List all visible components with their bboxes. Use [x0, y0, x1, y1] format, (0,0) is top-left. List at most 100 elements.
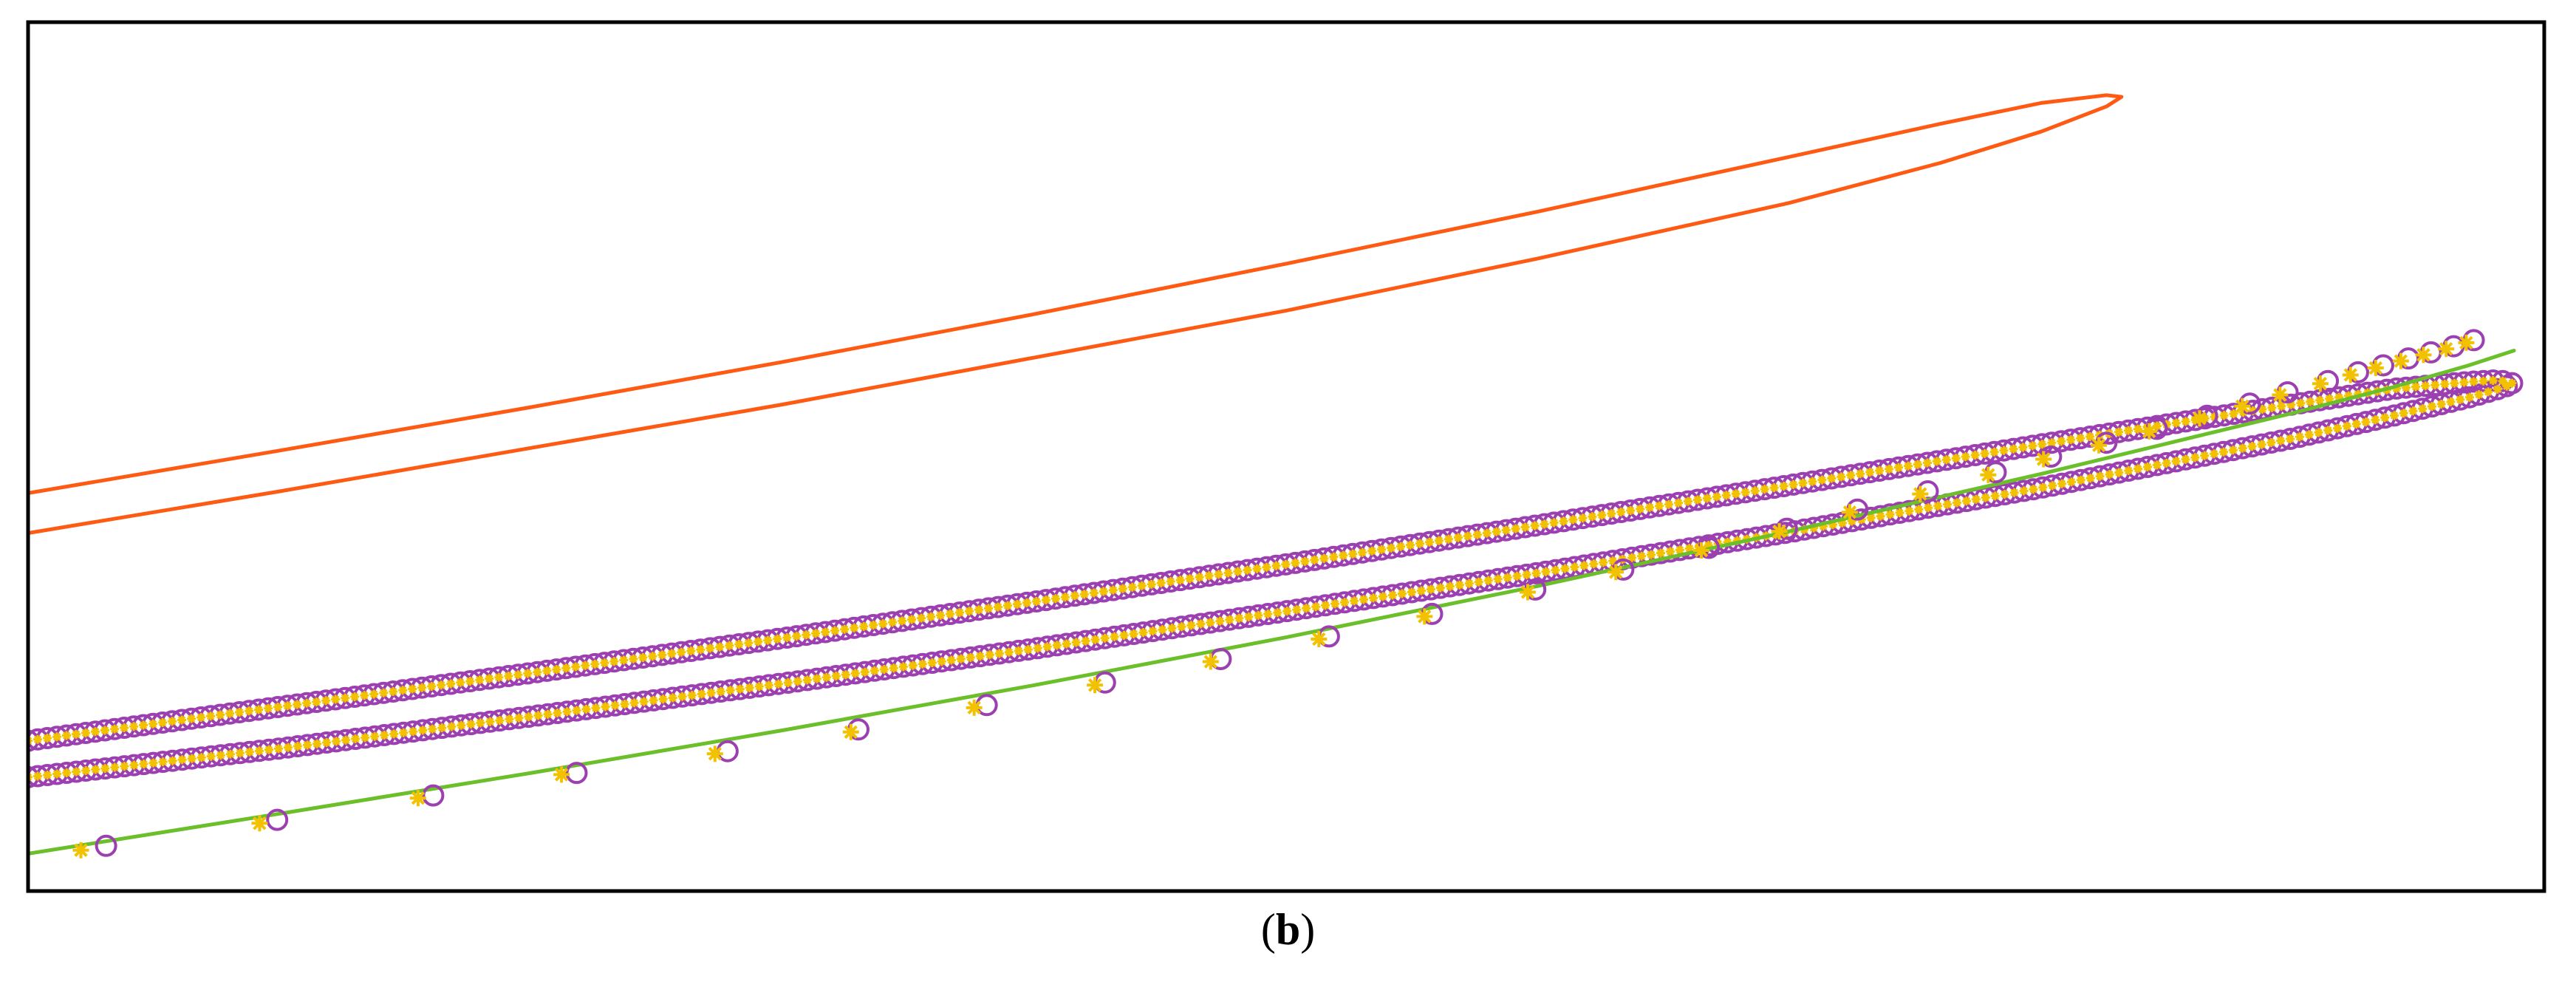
- dense-star-marker-50: [505, 714, 514, 724]
- dense-star-marker-277: [2344, 391, 2354, 400]
- dense-star-marker-326: [1875, 466, 1885, 475]
- star-marker-11: [1520, 584, 1536, 601]
- star-marker-9: [1311, 631, 1328, 647]
- plot-background: [28, 22, 2544, 891]
- dense-star-marker-210: [2038, 482, 2048, 492]
- dense-star-marker-212: [2057, 479, 2067, 488]
- dense-star-marker-429: [888, 618, 898, 627]
- dense-star-marker-5: [72, 767, 81, 777]
- dense-star-marker-134: [1311, 602, 1321, 612]
- dense-star-marker-460: [590, 659, 600, 669]
- dense-star-marker-504: [168, 717, 177, 726]
- dense-star-marker-76: [754, 682, 764, 692]
- dense-star-marker-216: [2095, 471, 2105, 481]
- dense-star-marker-513: [81, 728, 90, 737]
- dense-star-marker-465: [542, 666, 552, 675]
- star-marker-23: [2272, 386, 2289, 403]
- plot-frame: [26, 20, 2546, 893]
- dense-star-marker-211: [2048, 481, 2057, 491]
- star-marker-15: [1841, 504, 1858, 521]
- star-marker-6: [966, 699, 983, 716]
- dense-star-marker-168: [1637, 551, 1647, 561]
- dense-star-marker-45: [457, 720, 466, 730]
- dense-star-marker-71: [706, 688, 716, 697]
- dense-star-marker-90: [889, 663, 898, 673]
- dense-star-marker-148: [1445, 581, 1455, 591]
- dense-star-marker-394: [1223, 568, 1233, 578]
- dense-star-marker-198: [1924, 503, 1933, 513]
- series-4-line: [28, 349, 2516, 856]
- dense-star-marker-3: [52, 769, 62, 779]
- dense-star-marker-88: [870, 666, 879, 675]
- dense-star-marker-64: [639, 697, 649, 706]
- dense-star-marker-285: [2267, 403, 2277, 412]
- dense-star-marker-439: [792, 632, 802, 641]
- dense-star-marker-14: [158, 757, 168, 767]
- star-marker-27: [2392, 352, 2409, 369]
- dense-star-marker-328: [1856, 469, 1865, 479]
- dense-star-marker-395: [1214, 570, 1223, 579]
- star-marker-30: [2458, 334, 2475, 351]
- dense-star-marker-380: [1358, 547, 1367, 557]
- dense-star-marker-247: [2390, 411, 2399, 420]
- dense-star-marker-77: [764, 680, 773, 690]
- dense-star-marker-63: [629, 698, 639, 708]
- dense-star-marker-113: [1110, 632, 1119, 641]
- dense-star-marker-171: [1665, 547, 1675, 556]
- dense-star-marker-450: [686, 646, 696, 655]
- dense-star-marker-236: [2286, 434, 2295, 443]
- dense-star-marker-139: [1359, 595, 1368, 604]
- dense-star-marker-449: [696, 645, 706, 655]
- dense-star-marker-135: [1321, 601, 1330, 610]
- dense-star-marker-481: [389, 687, 398, 696]
- dense-star-marker-78: [773, 679, 783, 689]
- dense-star-marker-84: [831, 672, 841, 680]
- dense-star-marker-149: [1455, 580, 1464, 590]
- dense-star-marker-363: [1520, 522, 1530, 532]
- dense-star-marker-26: [274, 744, 283, 754]
- dense-star-marker-39: [399, 728, 409, 737]
- dense-star-marker-345: [1692, 495, 1702, 505]
- dense-star-marker-57: [572, 706, 581, 715]
- dense-star-marker-244: [2361, 417, 2371, 427]
- dense-star-marker-234: [2266, 438, 2276, 447]
- dense-star-marker-87: [860, 667, 870, 677]
- dense-star-marker-406: [1108, 585, 1118, 595]
- dense-star-marker-377: [1387, 543, 1396, 553]
- dense-star-marker-353: [1616, 508, 1626, 516]
- dense-star-marker-157: [1531, 568, 1541, 578]
- dense-star-marker-30: [312, 739, 322, 748]
- dense-star-marker-143: [1397, 589, 1407, 598]
- dense-star-marker-343: [1712, 492, 1721, 502]
- dense-star-marker-467: [523, 669, 533, 678]
- dense-star-marker-229: [2219, 447, 2228, 457]
- dense-star-marker-132: [1292, 605, 1302, 615]
- dense-star-marker-169: [1647, 550, 1656, 559]
- dense-star-marker-437: [811, 629, 821, 638]
- dense-star-marker-253: [2446, 397, 2456, 406]
- dense-star-marker-136: [1330, 599, 1340, 609]
- dense-star-marker-215: [2085, 474, 2095, 483]
- dense-star-marker-315: [1980, 448, 1989, 458]
- dense-star-marker-492: [283, 701, 293, 711]
- dense-star-marker-261: [2498, 376, 2507, 386]
- dense-star-marker-455: [638, 653, 648, 662]
- dense-star-marker-208: [2019, 486, 2029, 496]
- dense-star-marker-403: [1137, 581, 1147, 590]
- dense-star-marker-354: [1607, 509, 1616, 519]
- dense-star-marker-196: [1904, 506, 1914, 516]
- dense-star-marker-297: [2152, 421, 2162, 431]
- dense-star-marker-517: [43, 734, 52, 743]
- dense-star-marker-70: [697, 689, 706, 699]
- dense-star-marker-52: [524, 712, 533, 722]
- dense-star-marker-452: [667, 649, 677, 658]
- dense-star-marker-389: [1271, 561, 1281, 570]
- dense-star-marker-7: [91, 765, 100, 774]
- dense-star-marker-94: [927, 658, 937, 667]
- dense-star-marker-283: [2286, 400, 2296, 409]
- dense-star-marker-243: [2351, 419, 2361, 429]
- dense-star-marker-173: [1684, 544, 1694, 553]
- dense-star-marker-518: [33, 734, 42, 744]
- dense-star-marker-293: [2190, 415, 2200, 425]
- dense-star-marker-232: [2247, 442, 2257, 451]
